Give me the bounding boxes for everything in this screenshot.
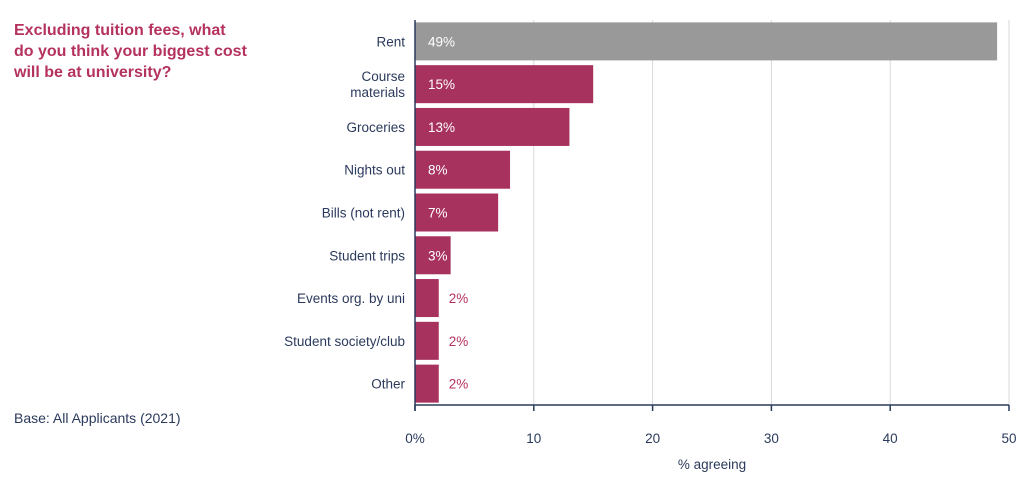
bar [415,236,451,275]
bar-value-label: 2% [449,291,469,306]
bar-value-label: 49% [428,34,455,49]
bar [415,193,499,232]
bar [415,22,998,61]
category-label: Rent [376,34,405,49]
bar-value-label: 8% [428,163,448,178]
category-label: Student society/club [284,334,405,349]
x-tick-label: 30 [764,431,779,446]
bar [415,364,439,403]
x-axis-title: % agreeing [678,457,746,472]
category-label: Groceries [346,120,405,135]
bar-value-label: 2% [449,334,469,349]
category-label: Events org. by uni [297,291,405,306]
bar-value-label: 13% [428,120,455,135]
x-tick-label: 40 [883,431,898,446]
category-label: Course [361,69,405,84]
bar [415,279,439,318]
category-label: materials [350,85,405,100]
bar [415,150,511,189]
category-label: Student trips [329,248,405,263]
base-note: Base: All Applicants (2021) [14,410,181,426]
x-tick-label: 50 [1001,431,1016,446]
bar-value-label: 7% [428,206,448,221]
bar [415,65,594,104]
chart-question-title: Excluding tuition fees, what do you thin… [14,22,247,81]
bar-value-label: 15% [428,77,455,92]
category-label: Other [371,377,405,392]
bar [415,321,439,360]
x-tick-label: 20 [645,431,660,446]
bar-value-label: 3% [428,248,448,263]
bar-value-label: 2% [449,377,469,392]
category-label: Bills (not rent) [322,206,405,221]
x-tick-label: 0% [405,431,425,446]
x-tick-label: 10 [526,431,541,446]
category-label: Nights out [344,163,405,178]
bar [415,107,570,146]
